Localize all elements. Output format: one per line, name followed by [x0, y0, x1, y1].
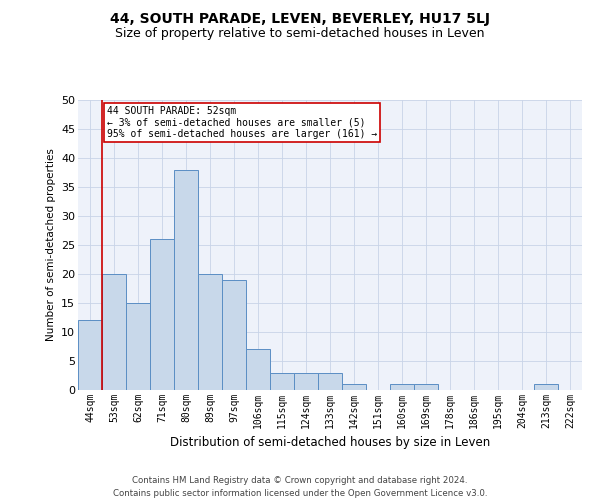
Bar	[318, 372, 342, 390]
Text: 44, SOUTH PARADE, LEVEN, BEVERLEY, HU17 5LJ: 44, SOUTH PARADE, LEVEN, BEVERLEY, HU17 …	[110, 12, 490, 26]
Text: Size of property relative to semi-detached houses in Leven: Size of property relative to semi-detach…	[115, 28, 485, 40]
Bar	[150, 239, 174, 390]
Text: Contains HM Land Registry data © Crown copyright and database right 2024.
Contai: Contains HM Land Registry data © Crown c…	[113, 476, 487, 498]
Bar	[78, 320, 102, 390]
Bar	[174, 170, 198, 390]
Bar	[246, 350, 270, 390]
Bar	[270, 372, 294, 390]
Bar	[198, 274, 222, 390]
Bar	[414, 384, 438, 390]
Bar	[126, 303, 150, 390]
Bar	[222, 280, 246, 390]
Y-axis label: Number of semi-detached properties: Number of semi-detached properties	[46, 148, 56, 342]
Bar	[390, 384, 414, 390]
Bar	[534, 384, 558, 390]
Bar	[294, 372, 318, 390]
X-axis label: Distribution of semi-detached houses by size in Leven: Distribution of semi-detached houses by …	[170, 436, 490, 450]
Bar	[342, 384, 366, 390]
Text: 44 SOUTH PARADE: 52sqm
← 3% of semi-detached houses are smaller (5)
95% of semi-: 44 SOUTH PARADE: 52sqm ← 3% of semi-deta…	[107, 106, 377, 139]
Bar	[102, 274, 126, 390]
